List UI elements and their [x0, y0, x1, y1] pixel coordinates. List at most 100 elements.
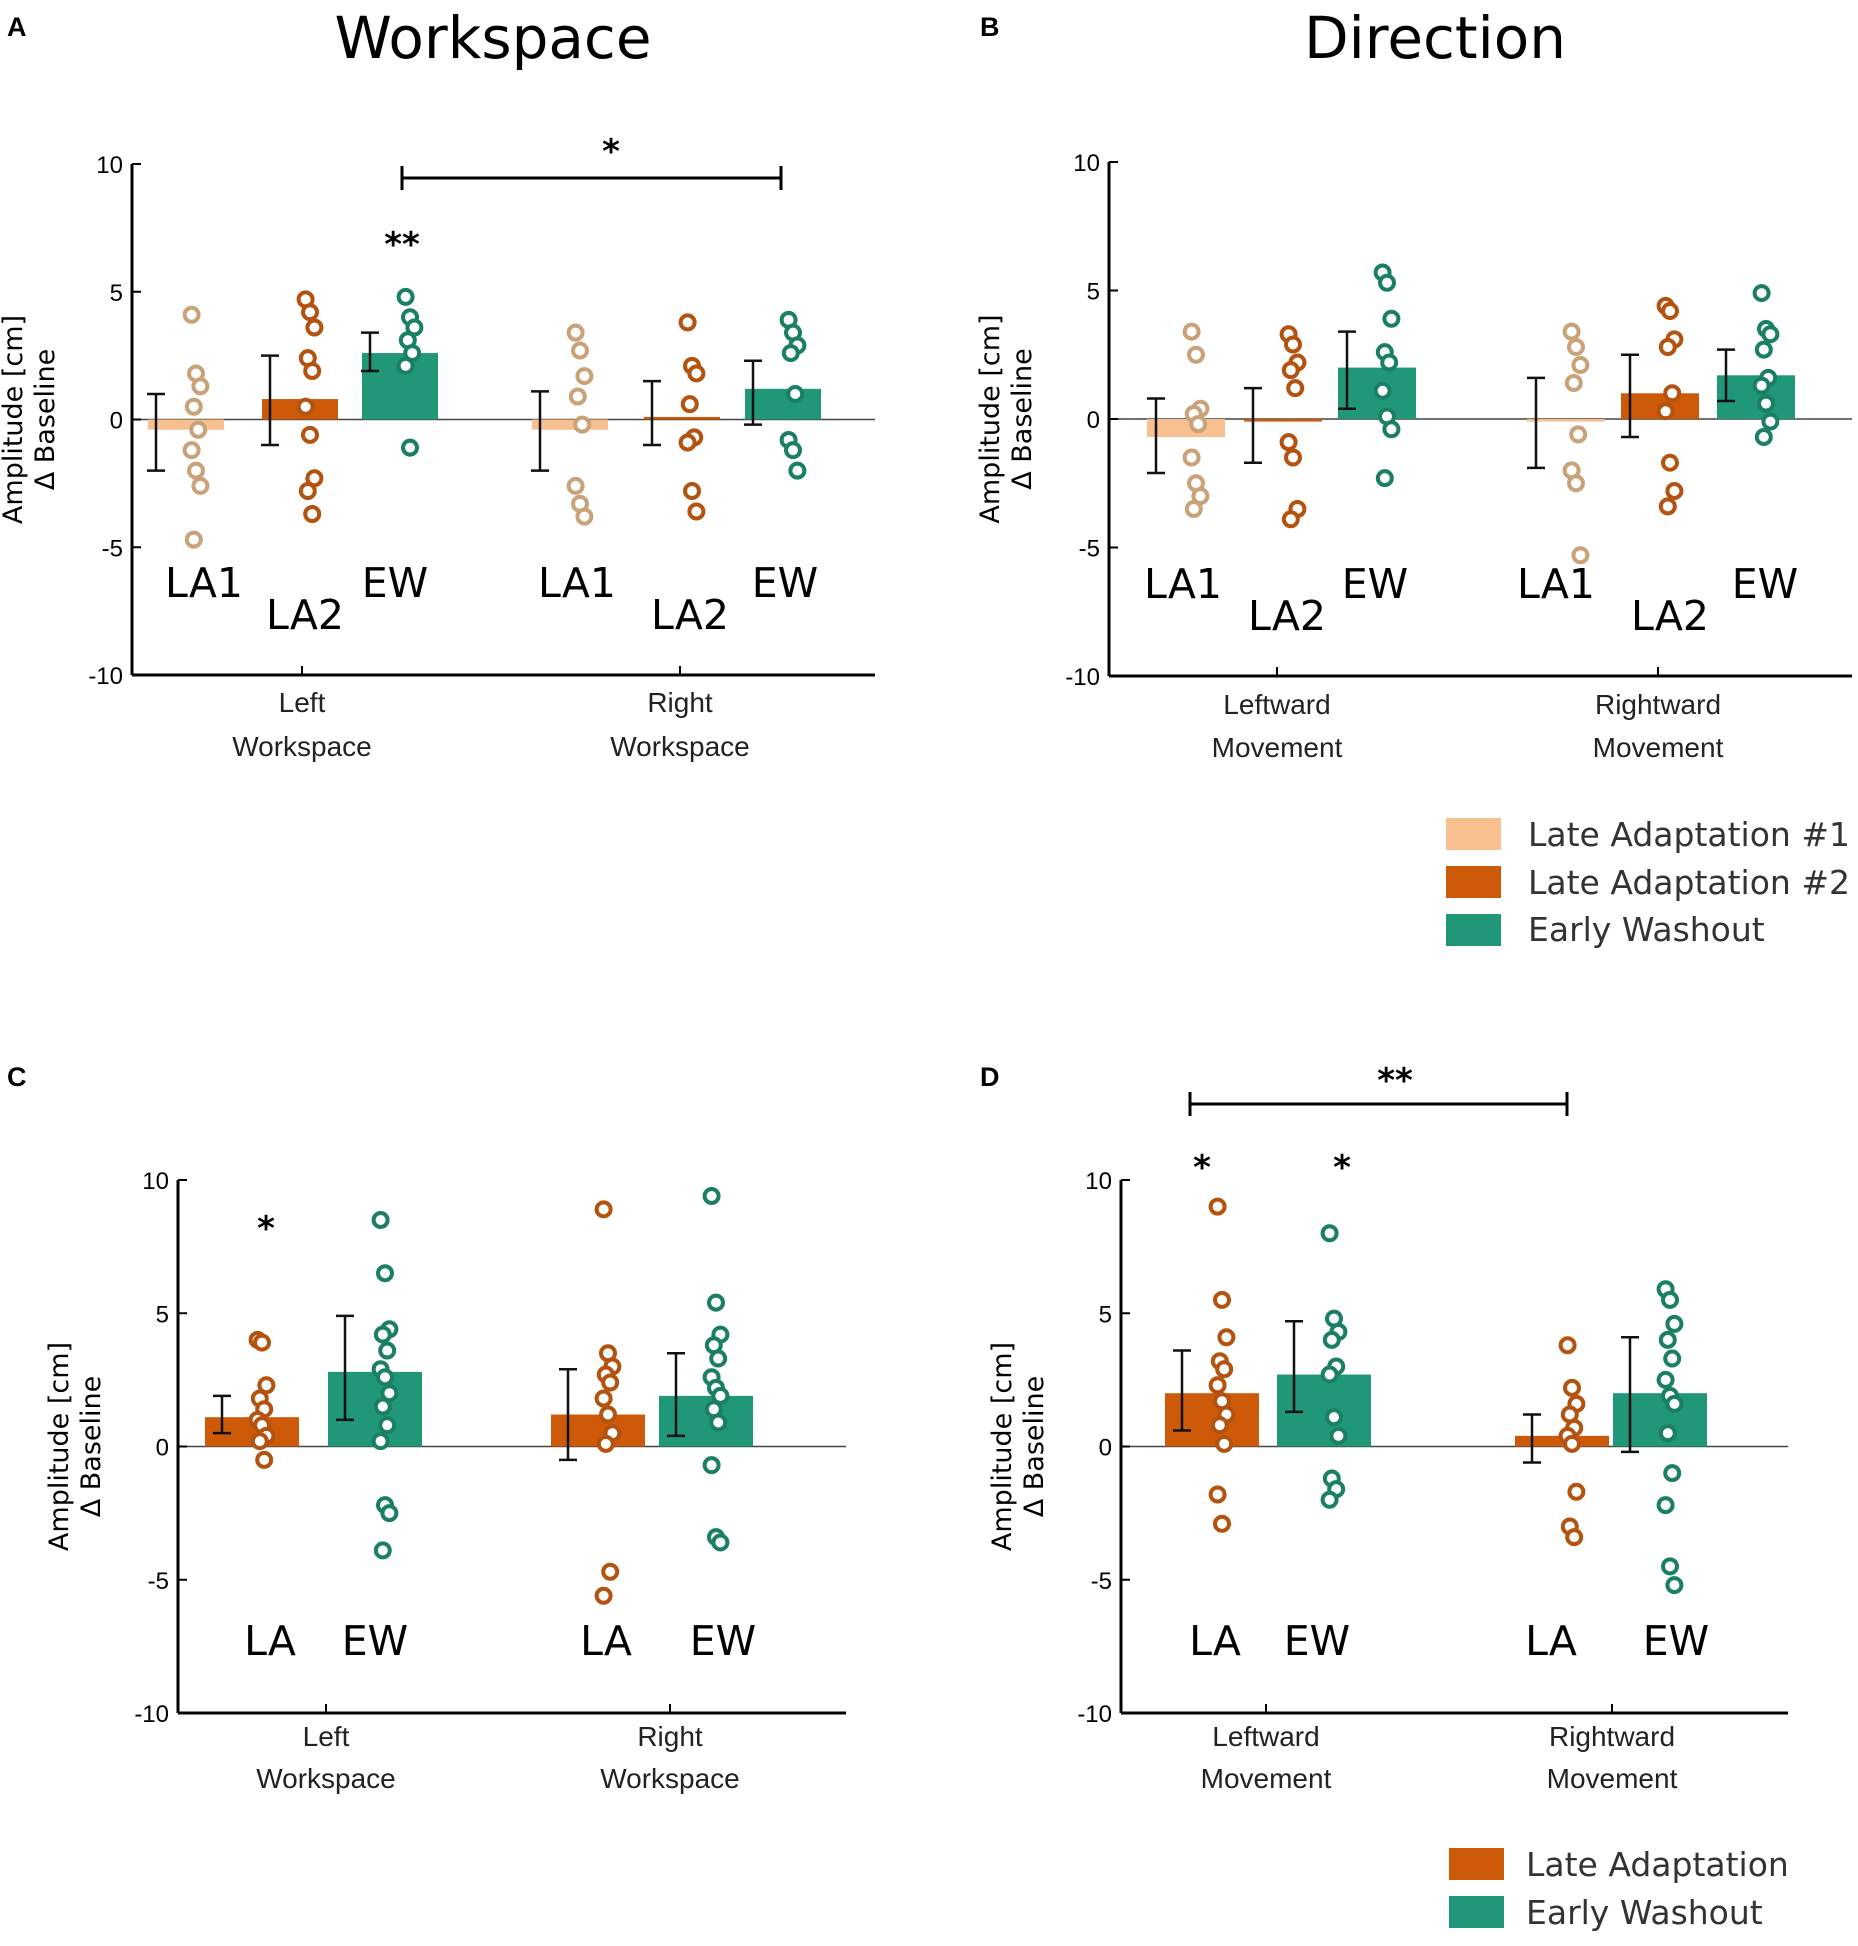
panel-d-data-point [1661, 1290, 1679, 1309]
panel-d-bar-label: LA [1525, 1617, 1577, 1665]
panel-a-bar-label: LA2 [651, 591, 729, 639]
panel-a-data-point [301, 425, 319, 444]
panel-a-data-point [678, 433, 697, 452]
panel-c-data-point [376, 1264, 394, 1283]
panel-d-data-point [1665, 1576, 1684, 1595]
panel-b-y-tick-label: 10 [1073, 150, 1100, 177]
panel-c-data-point [601, 1373, 620, 1392]
panel-b-data-point [1754, 427, 1773, 446]
column-title-direction: Direction [1304, 4, 1566, 72]
panel-d-y-label-2: Δ Baseline [1019, 1376, 1050, 1518]
panel-d-data-point [1213, 1514, 1231, 1533]
panel-b-data-point [1567, 338, 1585, 357]
panel-a-y-tick-label: 5 [110, 280, 123, 307]
panel-d-data-point [1567, 1482, 1586, 1501]
panel-a-y-label: Amplitude [cm] [0, 315, 29, 524]
panel-c-y-tick-label: -5 [148, 1568, 169, 1595]
legend-label-la1: Late Adaptation #1 [1528, 815, 1850, 854]
panel-a-category-label: Left [279, 687, 326, 718]
panel-c-category-label-2: Workspace [600, 1763, 740, 1794]
panel-b-data-point [1286, 379, 1305, 398]
panel-a-data-point [401, 438, 419, 457]
panel-c-data-point [709, 1413, 728, 1432]
panel-d-data-point [1208, 1376, 1227, 1395]
panel-c-category-label-2: Workspace [256, 1763, 396, 1794]
panel-a-data-point [571, 341, 589, 360]
panel-a-data-point [191, 476, 210, 495]
panel-a-data-point [191, 377, 210, 396]
panel-b-data-point [1571, 546, 1590, 565]
panel-c-data-point [380, 1384, 399, 1403]
panel-c-y-tick-label: 10 [142, 1168, 169, 1195]
panel-b-data-point [1279, 433, 1298, 452]
panel-c-data-point [599, 1405, 617, 1424]
panel-c-data-point [371, 1210, 390, 1229]
panel-d-category-label-2: Movement [1201, 1763, 1332, 1794]
legend-label-ew-bottom: Early Washout [1526, 1893, 1763, 1932]
panel-a-data-point [788, 461, 807, 480]
panel-d-data-point [1210, 1416, 1229, 1435]
panel-a-data-point [303, 361, 322, 380]
panel-a-bar-la1 [532, 419, 608, 430]
panel-d-data-point [1663, 1349, 1682, 1368]
panel-c-bar-label: LA [244, 1617, 296, 1665]
panel-c-bar-label: LA [580, 1617, 632, 1665]
panel-c-bar-label: EW [342, 1617, 408, 1665]
panel-d-data-point [1558, 1336, 1577, 1355]
panel-b-data-point [1567, 474, 1585, 493]
panel-b-data-point [1761, 325, 1780, 344]
panel-b-data-point [1382, 420, 1401, 439]
panel-b-bar-label: LA1 [1144, 560, 1222, 608]
panel-b-bar-label: EW [1342, 560, 1408, 608]
panel-a-data-point [396, 287, 415, 306]
chart-panel-b: 10 5 0 -5 -10 Amplitude [cm] Δ Baseline Leftwar… [975, 150, 1852, 763]
panel-c-data-point [707, 1293, 725, 1312]
panel-a-bar-label: EW [752, 559, 818, 607]
legend-label-la2: Late Adaptation #2 [1528, 863, 1850, 902]
panel-a-data-point [189, 420, 208, 439]
panel-d-bar-label: EW [1643, 1617, 1709, 1665]
panel-a-data-point [575, 507, 594, 526]
panel-b-data-point [1187, 345, 1205, 364]
panel-c-data-point [257, 1376, 276, 1395]
panel-a-data-point [187, 461, 205, 480]
panel-d-category-label: Leftward [1212, 1721, 1319, 1752]
panel-letter-c: C [7, 1062, 27, 1092]
panel-b-data-point [1281, 361, 1300, 380]
panel-a-data-point [781, 344, 800, 363]
panel-d-significance: * [1193, 1148, 1211, 1188]
panel-a-data-point [568, 387, 587, 406]
panel-b-y-label-2: Δ Baseline [1007, 348, 1038, 490]
panel-a-bar-label: EW [362, 559, 428, 607]
panel-c-data-point [711, 1533, 730, 1552]
panel-a-data-point [182, 305, 201, 324]
legend-top: Late Adaptation #1 Late Adaptation #2 Ea… [1446, 815, 1850, 949]
panel-d-bar-ew [1613, 1393, 1707, 1447]
panel-a-y-tick-label: 0 [110, 408, 123, 435]
panel-c-y-tick-label: 5 [156, 1301, 169, 1328]
panel-a-data-point [301, 303, 319, 322]
panel-d-data-point [1665, 1394, 1684, 1413]
panel-c-data-point [601, 1562, 620, 1581]
panel-d-data-point [1656, 1496, 1675, 1515]
panel-b-y-tick-label: -5 [1079, 536, 1100, 563]
panel-letter-a: A [7, 12, 27, 42]
chart-panel-a: 10 5 0 -5 -10 Amplitude [cm] Δ Baseline Left Wor… [0, 132, 875, 762]
panel-b-data-point [1182, 322, 1201, 341]
panel-d-y-tick-label: 10 [1085, 1168, 1112, 1195]
panel-c-data-point [596, 1434, 615, 1453]
panel-d-y-label: Amplitude [cm] [987, 1342, 1018, 1551]
panel-a-y-tick-label: -5 [102, 535, 123, 562]
panel-b-bar-la1 [1527, 419, 1605, 422]
panel-d-data-point [1565, 1528, 1584, 1547]
legend-label-la: Late Adaptation [1526, 1845, 1789, 1884]
panel-a-data-point [566, 476, 585, 495]
panel-a-data-point [575, 367, 594, 386]
panel-c-bar-label: EW [690, 1617, 756, 1665]
panel-b-data-point [1658, 497, 1677, 516]
panel-b-bar-la2 [1244, 419, 1322, 422]
legend-label-ew: Early Washout [1528, 910, 1765, 949]
legend-swatch-la2 [1446, 866, 1501, 898]
panel-c-data-point [250, 1432, 269, 1451]
panel-c-data-point [253, 1333, 271, 1352]
